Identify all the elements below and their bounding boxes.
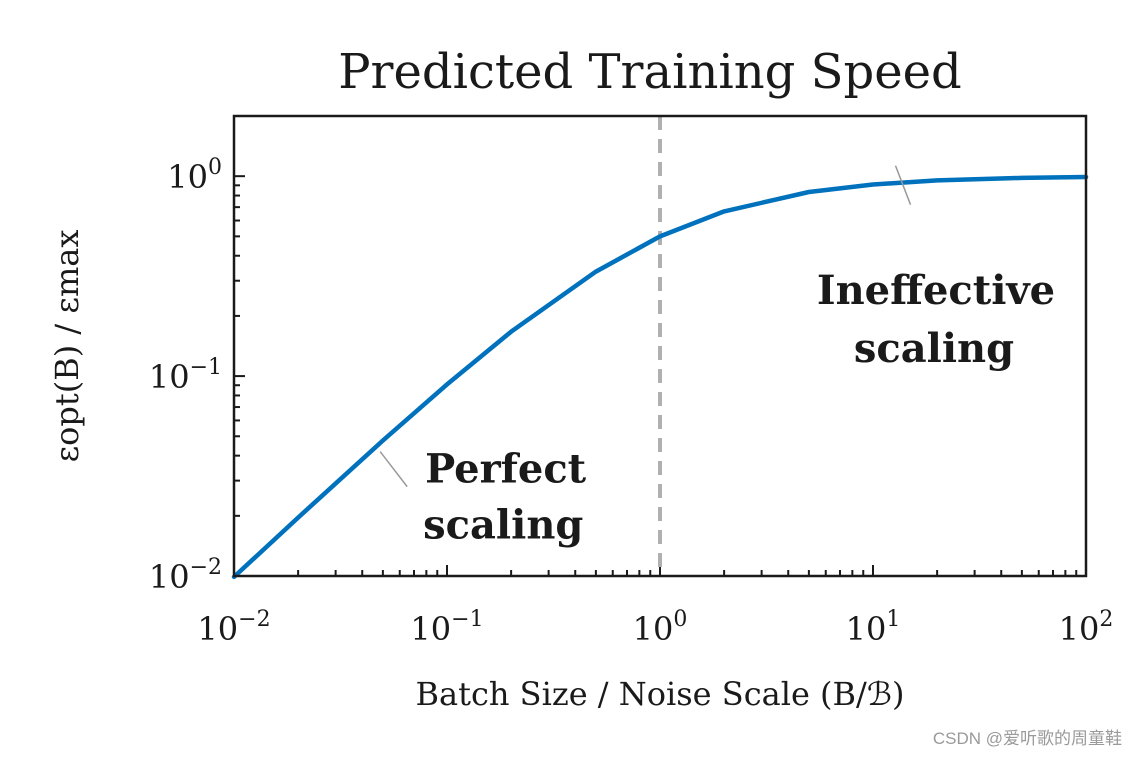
- y-tick-label: 10−2: [149, 555, 222, 596]
- x-axis-tick-labels: 10−2 10−1 100 101 102: [197, 607, 1113, 648]
- annotations: Perfect scaling Ineffective scaling: [379, 165, 1055, 549]
- x-tick-exponent: −1: [451, 607, 483, 632]
- y-axis-tick-labels: 10−2 10−1 100: [149, 155, 222, 596]
- y-tick-exponent: 0: [208, 155, 222, 180]
- y-tick-label: 100: [167, 155, 222, 196]
- x-tick-exponent: −2: [238, 607, 270, 632]
- plot-frame: [232, 114, 1088, 578]
- y-axis-ticks: [234, 115, 245, 577]
- y-axis-label: εopt(B) / εmax: [48, 230, 86, 463]
- x-tick-exponent: 0: [673, 607, 687, 632]
- y-tick-label: 10−1: [149, 355, 222, 396]
- x-tick-label: 102: [1059, 607, 1114, 648]
- x-tick-exponent: 2: [1099, 607, 1113, 632]
- x-axis-label: Batch Size / Noise Scale (B/ℬ): [416, 675, 905, 713]
- y-tick-exponent: −1: [190, 355, 222, 380]
- perfect-scaling-pointer: [379, 451, 408, 488]
- x-tick-label: 10−1: [410, 607, 483, 648]
- perfect-scaling-label-line2: scaling: [423, 502, 583, 549]
- ineffective-scaling-label-line2: scaling: [854, 325, 1014, 372]
- x-tick-label: 10−2: [197, 607, 270, 648]
- ineffective-scaling-pointer: [894, 165, 912, 205]
- y-tick-exponent: −2: [190, 555, 222, 580]
- ineffective-scaling-label-line1: Ineffective: [817, 267, 1055, 314]
- x-tick-label: 101: [846, 607, 901, 648]
- perfect-scaling-label-line1: Perfect: [425, 446, 587, 493]
- x-tick-exponent: 1: [886, 607, 900, 632]
- series-line: [231, 174, 1089, 580]
- watermark: CSDN @爱听歌的周童鞋: [933, 729, 1122, 748]
- chart-title: Predicted Training Speed: [338, 44, 962, 100]
- x-tick-label: 100: [633, 607, 688, 648]
